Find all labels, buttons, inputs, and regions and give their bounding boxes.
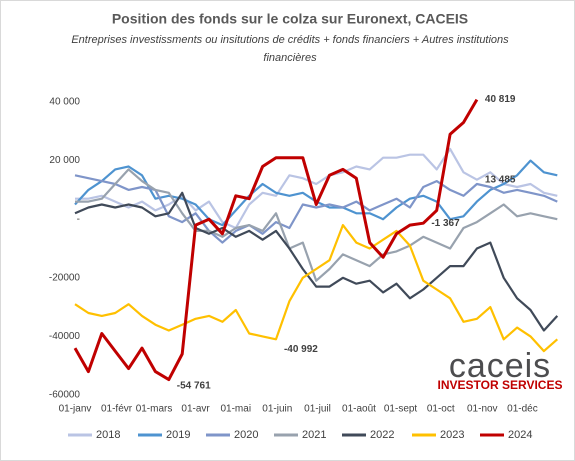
y-tick-label: -40000 <box>49 331 81 342</box>
y-tick-label: - <box>77 214 80 225</box>
legend-label: 2023 <box>440 429 464 441</box>
legend-label: 2020 <box>234 429 258 441</box>
x-tick-label: 01-janv <box>59 404 92 415</box>
x-tick-label: 01-juil <box>304 404 331 415</box>
series-line <box>74 191 559 332</box>
legend-label: 2022 <box>370 429 394 441</box>
data-annotation: 40 819 <box>485 94 516 105</box>
x-tick-label: 01-oct <box>427 404 455 415</box>
legend-label: 2019 <box>166 429 190 441</box>
series-line <box>75 147 558 230</box>
y-tick-label: -60000 <box>49 390 81 401</box>
x-tick-label: 01-mars <box>136 404 173 415</box>
legend-label: 2018 <box>96 429 120 441</box>
x-tick-label: 01-sept <box>384 404 418 415</box>
logo-tagline: INVESTOR SERVICES <box>438 378 563 392</box>
logo-name: caceis <box>449 347 551 385</box>
data-annotation: -1 367 <box>431 218 460 229</box>
chart-title: Position des fonds sur le colza sur Euro… <box>112 11 468 27</box>
x-tick-label: 01-nov <box>467 404 498 415</box>
legend-label: 2024 <box>508 429 532 441</box>
data-annotation: -40 992 <box>284 344 318 355</box>
x-tick-label: 01-avr <box>181 404 210 415</box>
x-tick-label: 01-août <box>342 404 376 415</box>
series-line <box>75 168 558 282</box>
chart-subtitle: Entreprises investissments ou insitution… <box>71 34 509 46</box>
y-tick-label: 40 000 <box>49 97 80 108</box>
legend-label: 2021 <box>302 429 326 441</box>
data-annotation: -54 761 <box>177 380 211 391</box>
x-tick-label: 01-déc <box>507 404 538 415</box>
data-annotation: 13 485 <box>485 174 516 185</box>
chart-subtitle: financières <box>263 52 317 64</box>
series-line <box>74 224 559 353</box>
x-tick-label: 01-juin <box>262 404 292 415</box>
y-tick-label: -20000 <box>49 272 81 283</box>
x-tick-label: 01-févr <box>101 404 133 415</box>
y-tick-label: 20 000 <box>49 155 80 166</box>
x-tick-label: 01-mai <box>220 404 251 415</box>
series-line <box>73 98 479 382</box>
